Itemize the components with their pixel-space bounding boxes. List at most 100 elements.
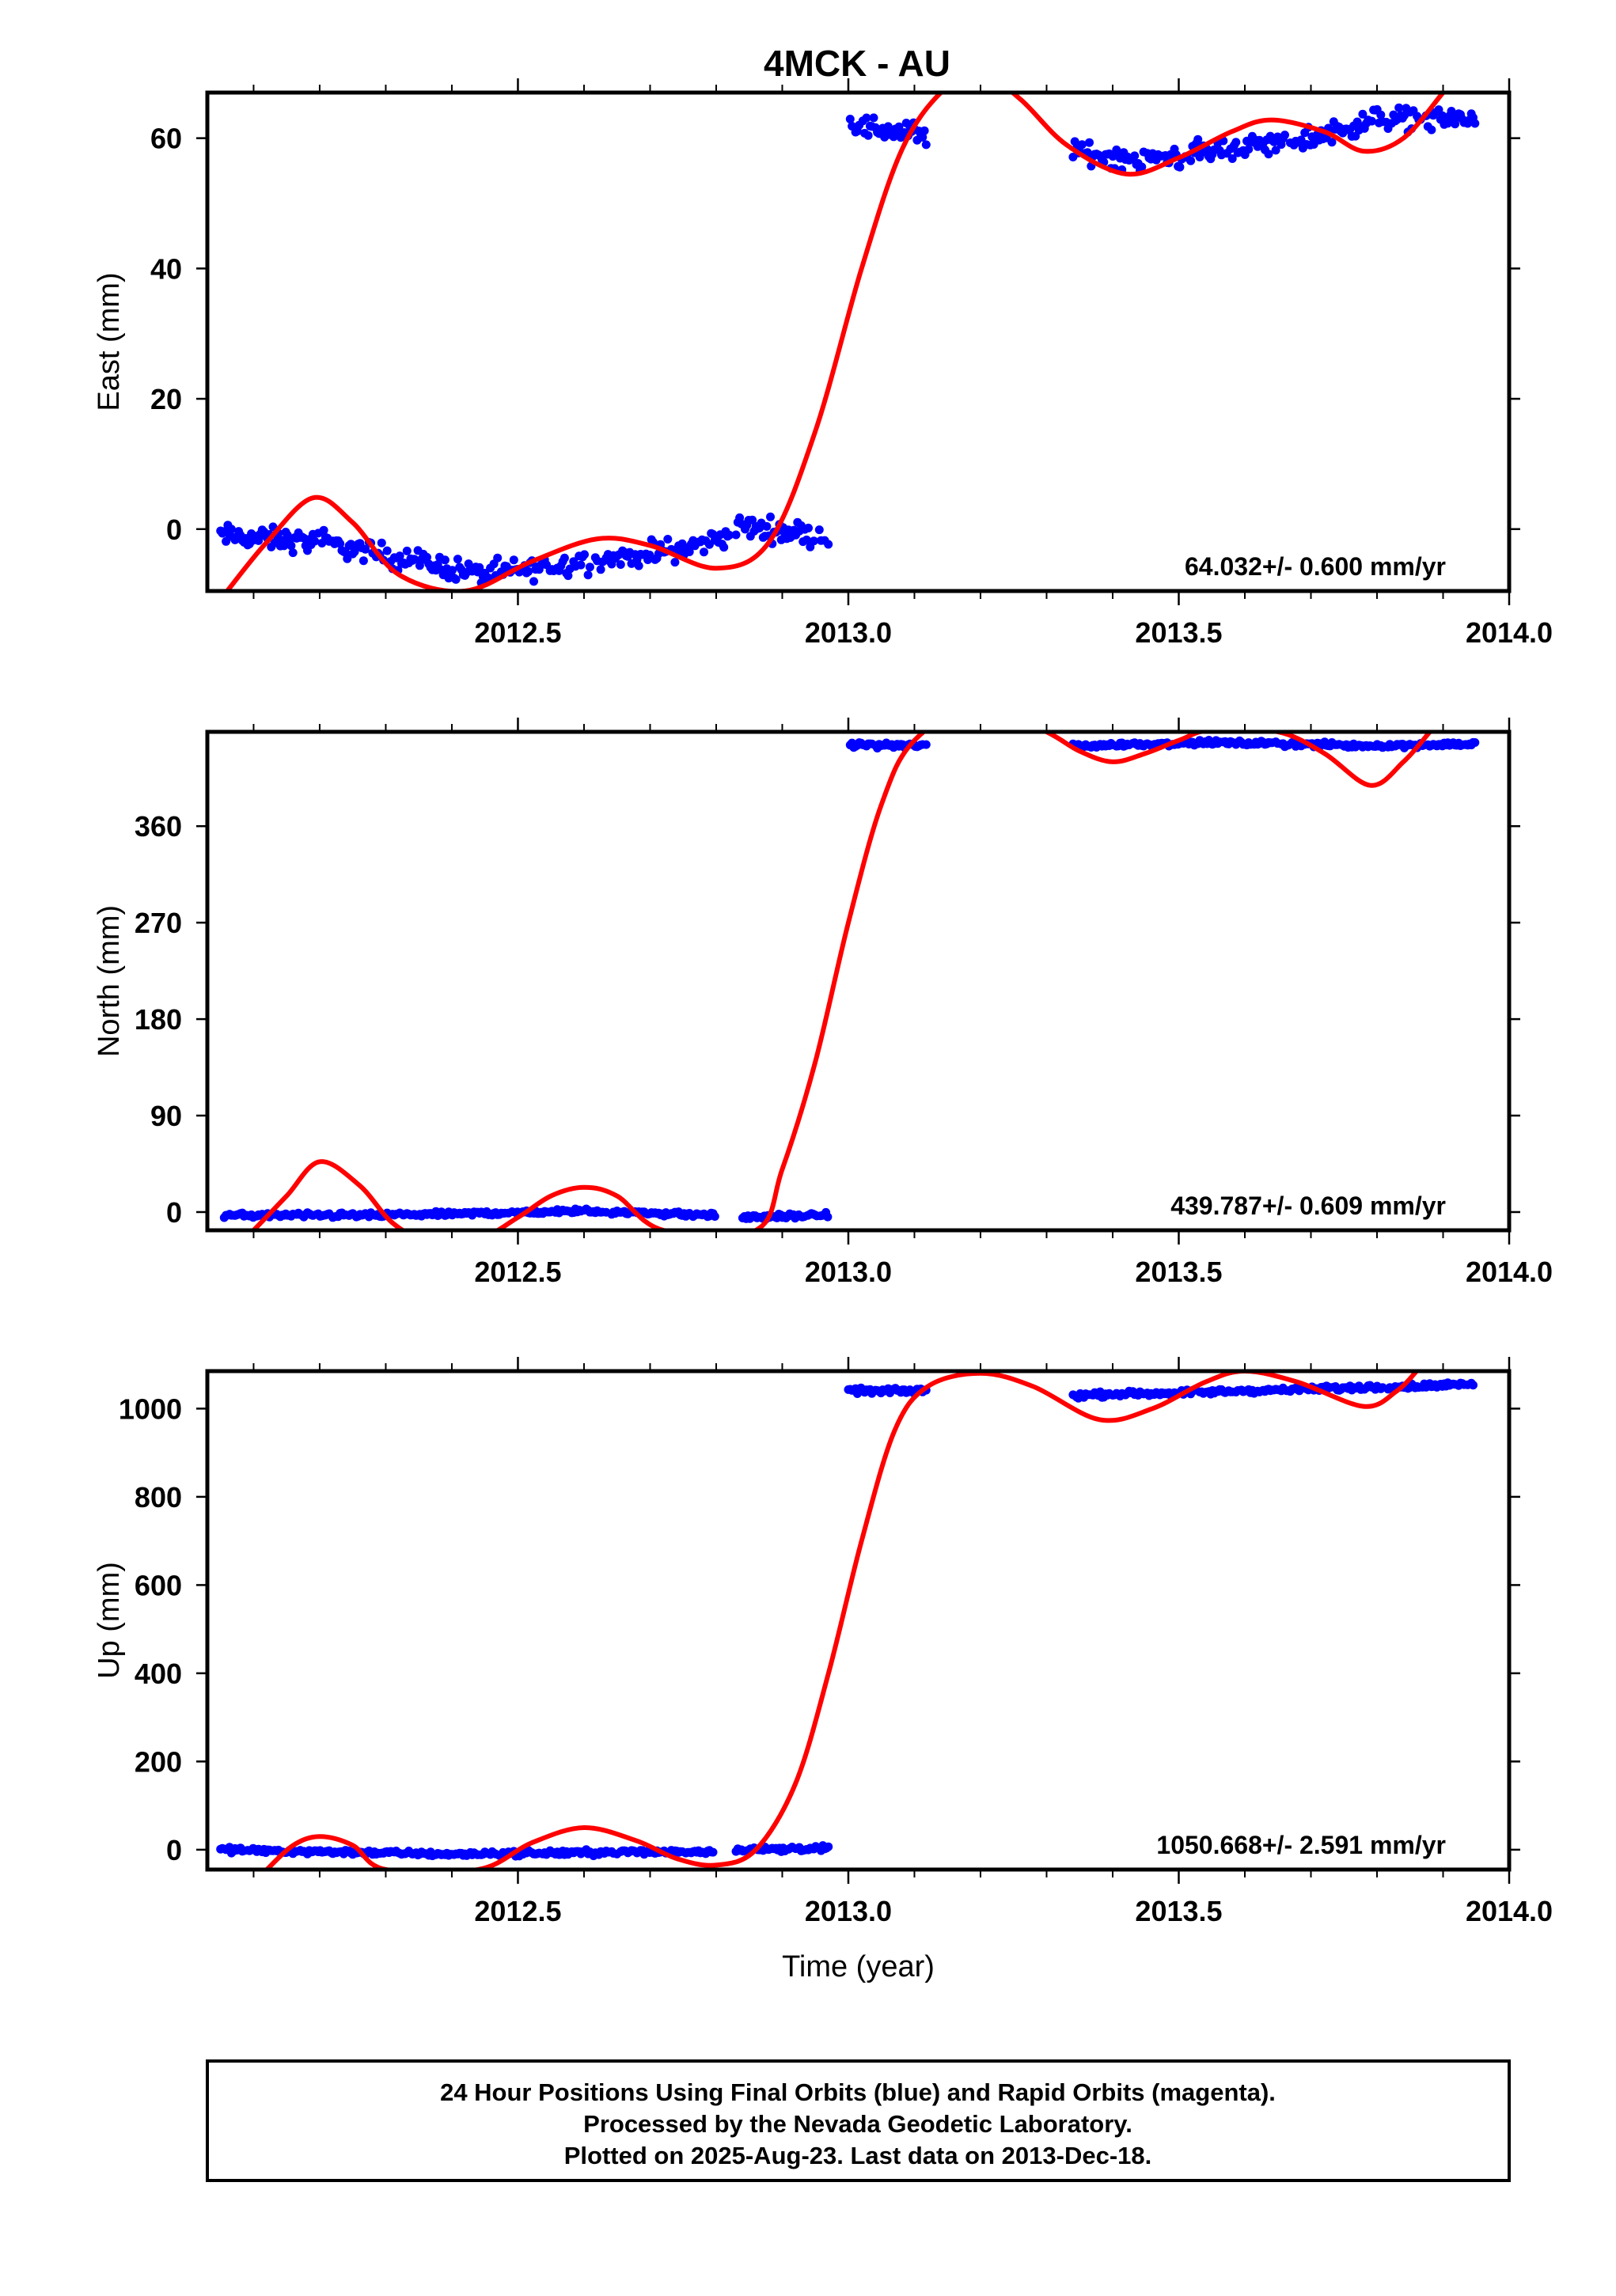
data-points	[216, 1378, 1478, 1861]
plot-frame	[205, 1369, 1512, 1872]
velocity-label: 439.787+/- 0.609 mm/yr	[1170, 1192, 1446, 1220]
data-point	[748, 515, 757, 525]
data-point	[1367, 116, 1376, 126]
model-curve	[225, 93, 1445, 591]
y-axis-label: East (mm)	[93, 272, 126, 411]
footer-line-1: 24 Hour Positions Using Final Orbits (bl…	[440, 2078, 1276, 2106]
y-tick-label: 800	[135, 1481, 182, 1514]
x-axis-label: Time (year)	[782, 1950, 935, 1983]
x-tick-label: 2012.5	[474, 1256, 561, 1288]
x-tick-label: 2013.0	[805, 1256, 892, 1288]
data-point	[254, 536, 264, 545]
footer-box: 24 Hour Positions Using Final Orbits (bl…	[206, 2059, 1511, 2182]
data-point	[1451, 119, 1460, 129]
x-tick-label: 2013.5	[1135, 616, 1222, 649]
y-tick-label: 1000	[119, 1392, 182, 1425]
data-point	[1264, 150, 1273, 159]
data-point	[402, 546, 412, 555]
data-point	[563, 571, 573, 581]
east-panel: 2012.5 2013.0 2013.5 2014.0 0 20 40 60 East (mm)…	[93, 78, 1553, 649]
data-point	[382, 546, 392, 555]
data-point	[358, 556, 368, 566]
data-point	[762, 521, 772, 531]
y-axis-label: Up (mm)	[93, 1562, 126, 1679]
figure-title: 4MCK - AU	[764, 43, 950, 84]
data-point	[1280, 131, 1289, 140]
data-point	[1137, 162, 1147, 172]
data-point	[1358, 109, 1368, 119]
footer-line-2: Processed by the Nevada Geodetic Laborat…	[583, 2110, 1132, 2138]
data-point	[1394, 103, 1404, 112]
plot-frame	[205, 90, 1512, 593]
x-tick-label: 2013.0	[805, 616, 892, 649]
data-point	[731, 530, 741, 540]
data-point	[453, 555, 462, 564]
data-point	[670, 558, 680, 567]
data-point	[719, 543, 729, 552]
data-point	[395, 551, 404, 561]
data-point	[475, 563, 484, 572]
data-point	[1447, 107, 1456, 116]
data-point	[1186, 156, 1196, 165]
plot-area	[216, 1371, 1478, 1870]
data-point	[863, 131, 873, 140]
data-point	[529, 577, 538, 586]
data-point	[1077, 140, 1087, 150]
data-point	[685, 547, 694, 556]
y-tick-label: 90	[150, 1100, 182, 1132]
x-tick-label: 2014.0	[1466, 1895, 1553, 1927]
data-point	[576, 560, 586, 570]
data-point	[560, 553, 569, 563]
data-point	[1470, 738, 1480, 747]
velocity-label: 64.032+/- 0.600 mm/yr	[1185, 552, 1446, 581]
data-point	[509, 555, 518, 565]
data-point	[802, 535, 811, 544]
data-point	[1271, 146, 1280, 155]
data-point	[226, 525, 236, 534]
data-point	[310, 536, 320, 546]
data-point	[1327, 138, 1337, 147]
data-point	[920, 126, 929, 135]
x-tick-label: 2012.5	[474, 1895, 561, 1927]
data-point	[288, 548, 298, 558]
plot-area	[219, 732, 1480, 1230]
x-tick-label: 2014.0	[1466, 616, 1553, 649]
x-tick-label: 2014.0	[1466, 1256, 1553, 1288]
data-point	[286, 541, 296, 551]
data-point	[1193, 135, 1203, 144]
data-point	[814, 525, 824, 535]
data-point	[423, 552, 431, 562]
data-points	[219, 736, 1480, 1224]
data-point	[1231, 138, 1241, 147]
north-panel: 2012.5 2013.0 2013.5 2014.0 0 90 180 270 360 Nort…	[93, 718, 1553, 1288]
data-point	[1130, 151, 1140, 161]
data-point	[708, 1847, 718, 1857]
data-point	[1175, 162, 1185, 172]
y-tick-label: 20	[150, 383, 182, 415]
y-tick-label: 60	[150, 123, 182, 155]
x-tick-label: 2013.5	[1135, 1256, 1222, 1288]
data-point	[361, 544, 370, 554]
data-point	[1469, 1381, 1478, 1390]
data-point	[1085, 138, 1094, 147]
data-point	[1244, 145, 1254, 154]
data-point	[824, 1842, 833, 1851]
data-points	[216, 103, 1480, 587]
y-tick-label: 270	[135, 907, 182, 939]
data-point	[596, 565, 605, 574]
data-point	[634, 561, 643, 570]
plot-area	[216, 93, 1480, 591]
y-tick-label: 180	[135, 1003, 182, 1036]
data-point	[583, 570, 593, 580]
data-point	[440, 555, 450, 565]
data-point	[824, 540, 833, 549]
data-point	[616, 560, 625, 569]
data-point	[580, 550, 589, 559]
y-tick-label: 200	[135, 1745, 182, 1778]
y-tick-label: 40	[150, 252, 182, 285]
y-tick-label: 0	[166, 1196, 182, 1229]
data-point	[1427, 125, 1436, 135]
plot-frame	[205, 729, 1512, 1233]
data-point	[336, 539, 345, 548]
